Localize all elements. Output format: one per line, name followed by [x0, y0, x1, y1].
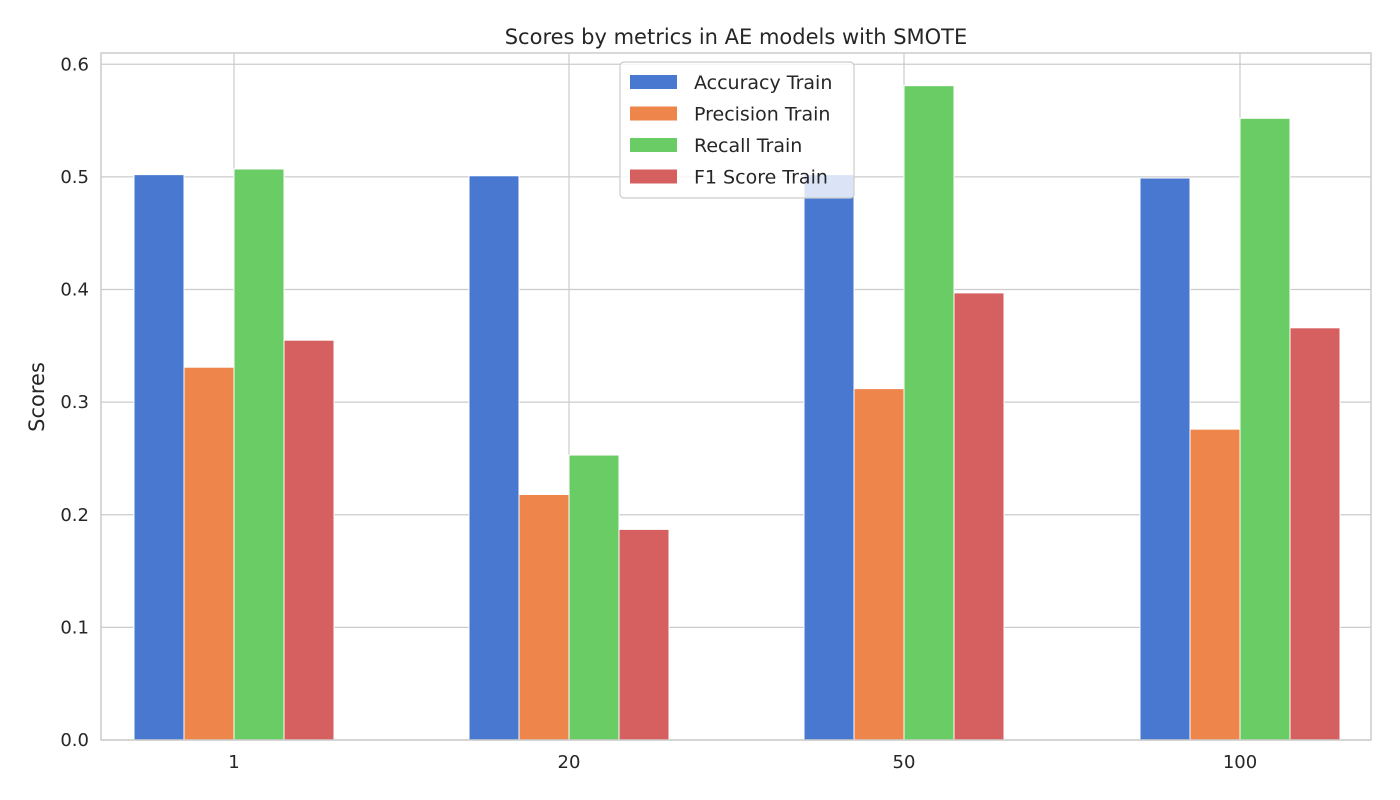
legend-swatch: [630, 138, 677, 152]
bar-recall-train-50: [903, 85, 955, 741]
legend-label: Precision Train: [694, 104, 830, 126]
tick-labels: 0.0 0.1 0.2 0.3 0.4 0.5 0.6 1 20 50 100: [60, 54, 1257, 773]
bar-f1-score-train-20: [618, 528, 670, 741]
legend-swatch: [630, 106, 677, 121]
bar-f1-score-train-1: [283, 339, 335, 741]
bar-precision-train-20: [518, 493, 570, 741]
x-tick-label: 100: [1223, 752, 1257, 773]
legend-label: F1 Score Train: [694, 167, 828, 189]
bar-recall-train-20: [568, 454, 620, 741]
bar-recall-train-100: [1239, 117, 1291, 741]
legend-label: Accuracy Train: [694, 72, 832, 94]
chart-title: Scores by metrics in AE models with SMOT…: [505, 25, 968, 49]
y-tick-label: 0.2: [60, 505, 89, 526]
bar-precision-train-1: [183, 366, 235, 741]
legend-swatch: [630, 75, 677, 89]
x-tick-label: 50: [893, 752, 916, 773]
bar-accuracy-train-50: [803, 174, 855, 741]
legend: Accuracy Train Precision Train Recall Trai…: [619, 61, 855, 199]
legend-label: Recall Train: [694, 135, 802, 157]
y-tick-label: 0.4: [60, 280, 89, 301]
x-tick-label: 20: [558, 752, 581, 773]
x-tick-label: 1: [228, 752, 239, 773]
legend-box: [619, 61, 855, 199]
y-tick-label: 0.0: [60, 730, 89, 751]
y-tick-label: 0.6: [60, 54, 89, 75]
plot-frame: [100, 52, 1372, 741]
bars: [133, 85, 1341, 741]
bar-f1-score-train-50: [953, 292, 1005, 741]
legend-swatch: [630, 169, 677, 184]
bar-precision-train-50: [853, 388, 905, 741]
bar-accuracy-train-20: [468, 175, 520, 741]
y-axis-label: Scores: [25, 362, 49, 432]
y-tick-label: 0.5: [60, 167, 89, 188]
bar-recall-train-1: [233, 168, 285, 741]
bar-accuracy-train-100: [1139, 177, 1191, 741]
y-tick-label: 0.3: [60, 392, 89, 413]
bar-accuracy-train-1: [133, 174, 185, 741]
bar-f1-score-train-100: [1289, 327, 1341, 741]
y-tick-label: 0.1: [60, 617, 89, 638]
bar-precision-train-100: [1189, 428, 1241, 741]
